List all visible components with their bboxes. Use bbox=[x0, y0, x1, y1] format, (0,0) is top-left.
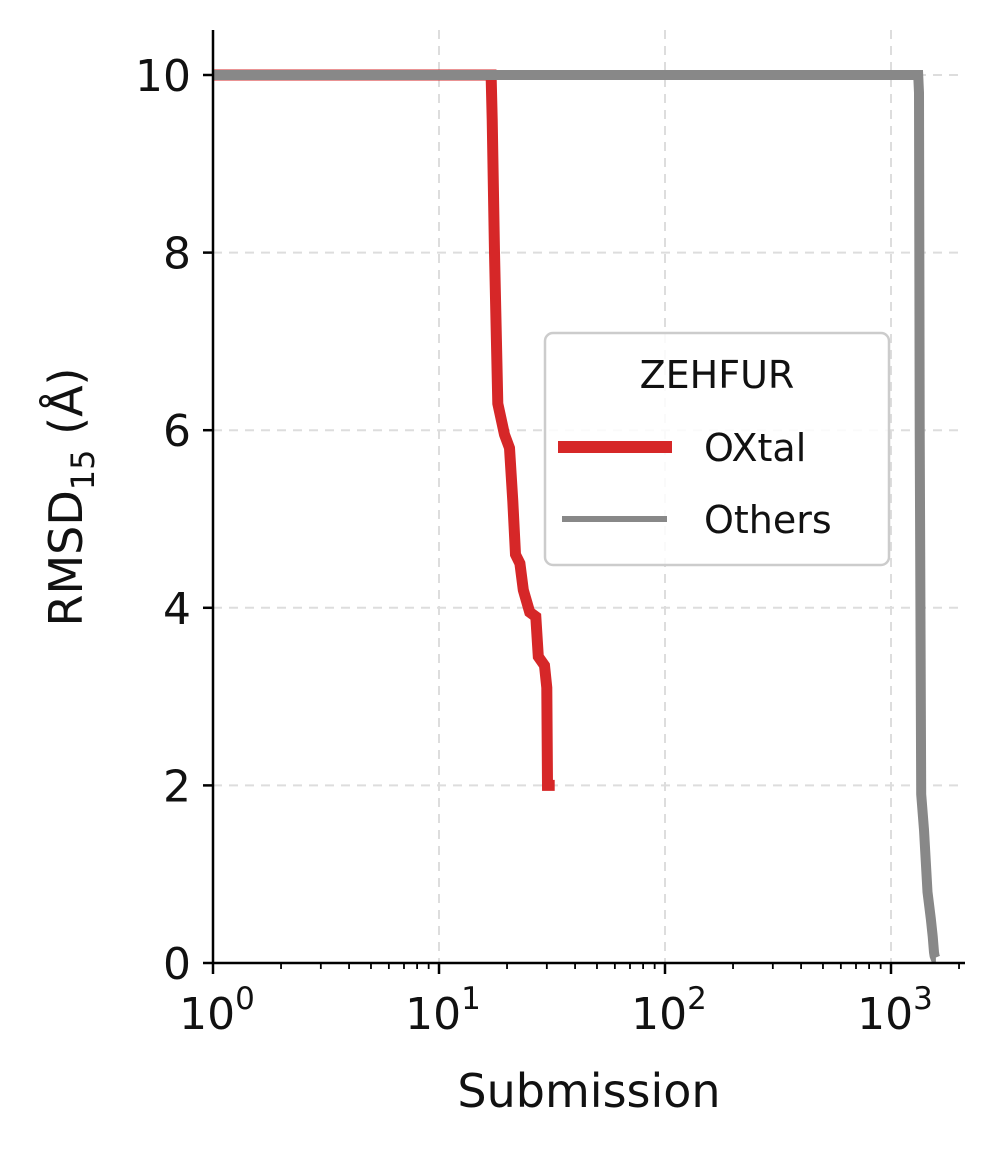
x-tick-label: 101 bbox=[405, 981, 481, 1040]
y-axis-title-unit: (Å) bbox=[39, 368, 93, 450]
legend: ZEHFUR OXtal Others bbox=[543, 331, 891, 567]
x-tick-label-exponent: 0 bbox=[235, 981, 255, 1017]
x-tick-label: 102 bbox=[631, 981, 707, 1040]
series-line-others bbox=[213, 70, 940, 963]
y-axis-title-subscript: 15 bbox=[64, 449, 102, 490]
x-axis-title: Submission bbox=[457, 1064, 720, 1118]
y-tick-label: 0 bbox=[163, 939, 191, 990]
y-tick-label: 6 bbox=[163, 406, 191, 457]
y-tick-label: 4 bbox=[163, 584, 191, 635]
x-tick-label: 103 bbox=[857, 981, 933, 1040]
legend-label-others: Others bbox=[704, 498, 832, 542]
legend-label-oxtal: OXtal bbox=[704, 426, 806, 470]
legend-frame bbox=[543, 331, 891, 567]
series-line-oxtal bbox=[213, 69, 555, 791]
y-tick-label: 10 bbox=[135, 51, 191, 102]
x-tick-label-exponent: 1 bbox=[461, 981, 481, 1017]
x-tick-label-base: 10 bbox=[179, 989, 235, 1040]
x-tick-label-base: 10 bbox=[405, 989, 461, 1040]
x-tick-label-exponent: 2 bbox=[687, 981, 707, 1017]
y-axis-title: RMSD15 (Å) bbox=[39, 368, 102, 627]
x-tick-label-base: 10 bbox=[631, 989, 687, 1040]
y-axis-title-main: RMSD bbox=[39, 490, 93, 626]
y-tick-label: 2 bbox=[163, 761, 191, 812]
axes bbox=[211, 30, 965, 965]
x-tick-label: 100 bbox=[179, 981, 255, 1040]
y-tick-label: 8 bbox=[163, 229, 191, 280]
legend-title: ZEHFUR bbox=[640, 353, 795, 397]
x-tick-label-base: 10 bbox=[857, 989, 913, 1040]
series-layer bbox=[213, 69, 940, 963]
x-tick-label-exponent: 3 bbox=[913, 981, 933, 1017]
